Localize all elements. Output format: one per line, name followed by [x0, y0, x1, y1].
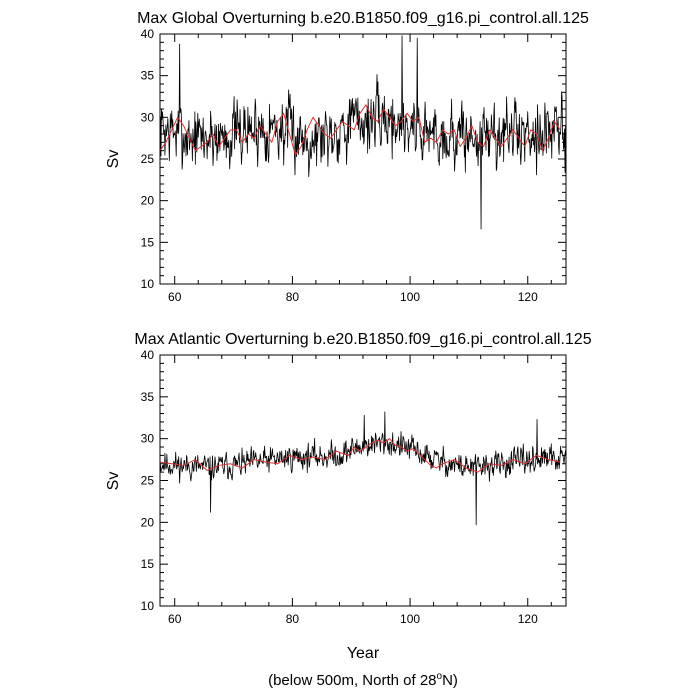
atlantic-series [159, 411, 567, 526]
atlantic-y-tick-label: 10 [141, 599, 155, 613]
atlantic-y-tick-label: 20 [141, 515, 155, 529]
global-overturning-panel: Max Global Overturning b.e20.B1850.f09_g… [105, 10, 589, 304]
atlantic-y-axis-label: Sv [105, 472, 122, 491]
atlantic-y-tick-label: 40 [141, 348, 155, 362]
atlantic-series-annual-mean-line [159, 438, 561, 473]
global-y-tick-label: 20 [141, 194, 155, 208]
atlantic-y-tick-label: 15 [141, 557, 155, 571]
x-axis-label: Year [347, 645, 380, 662]
atlantic-y-tick-label: 30 [141, 432, 155, 446]
global-x-tick-label: 80 [286, 290, 300, 304]
atlantic-y-tick-label: 25 [141, 474, 155, 488]
atlantic-y-tick-label: 35 [141, 390, 155, 404]
atlantic-series-monthly-line [159, 411, 567, 526]
caption-prefix: (below 500m, North of 28 [268, 672, 436, 689]
global-x-tick-label: 60 [168, 290, 182, 304]
global-y-tick-label: 15 [141, 235, 155, 249]
global-y-tick-label: 25 [141, 152, 155, 166]
atlantic-x-tick-label: 60 [168, 612, 182, 626]
global-y-tick-label: 35 [141, 69, 155, 83]
atlantic-plot-frame [159, 354, 567, 607]
global-y-tick-label: 30 [141, 110, 155, 124]
global-y-axis-label: Sv [105, 150, 122, 169]
global-series-annual-mean-line [159, 104, 561, 156]
atlantic-overturning-panel: Max Atlantic Overturning b.e20.B1850.f09… [105, 331, 592, 626]
caption-suffix: N) [442, 672, 458, 689]
global-y-tick-label: 40 [141, 27, 155, 41]
global-y-tick-label: 10 [141, 277, 155, 291]
atlantic-chart-title: Max Atlantic Overturning b.e20.B1850.f09… [134, 331, 591, 348]
global-series-monthly-line [159, 35, 567, 230]
global-chart-title: Max Global Overturning b.e20.B1850.f09_g… [137, 10, 589, 27]
caption-degree-superscript: o [437, 671, 443, 682]
global-x-tick-label: 100 [400, 290, 420, 304]
global-axis-ticks: 10 15 20 25 30 35 40 60 80 100 120 [141, 27, 566, 304]
global-series [159, 35, 567, 230]
global-plot-frame [159, 33, 567, 285]
atlantic-x-tick-label: 120 [518, 612, 538, 626]
atlantic-axis-ticks: 10 15 20 25 30 35 40 60 80 100 120 [141, 348, 566, 626]
atlantic-x-tick-label: 80 [286, 612, 300, 626]
atlantic-x-tick-label: 100 [400, 612, 420, 626]
figure-caption: (below 500m, North of 28oN) [268, 671, 458, 689]
global-x-tick-label: 120 [518, 290, 538, 304]
